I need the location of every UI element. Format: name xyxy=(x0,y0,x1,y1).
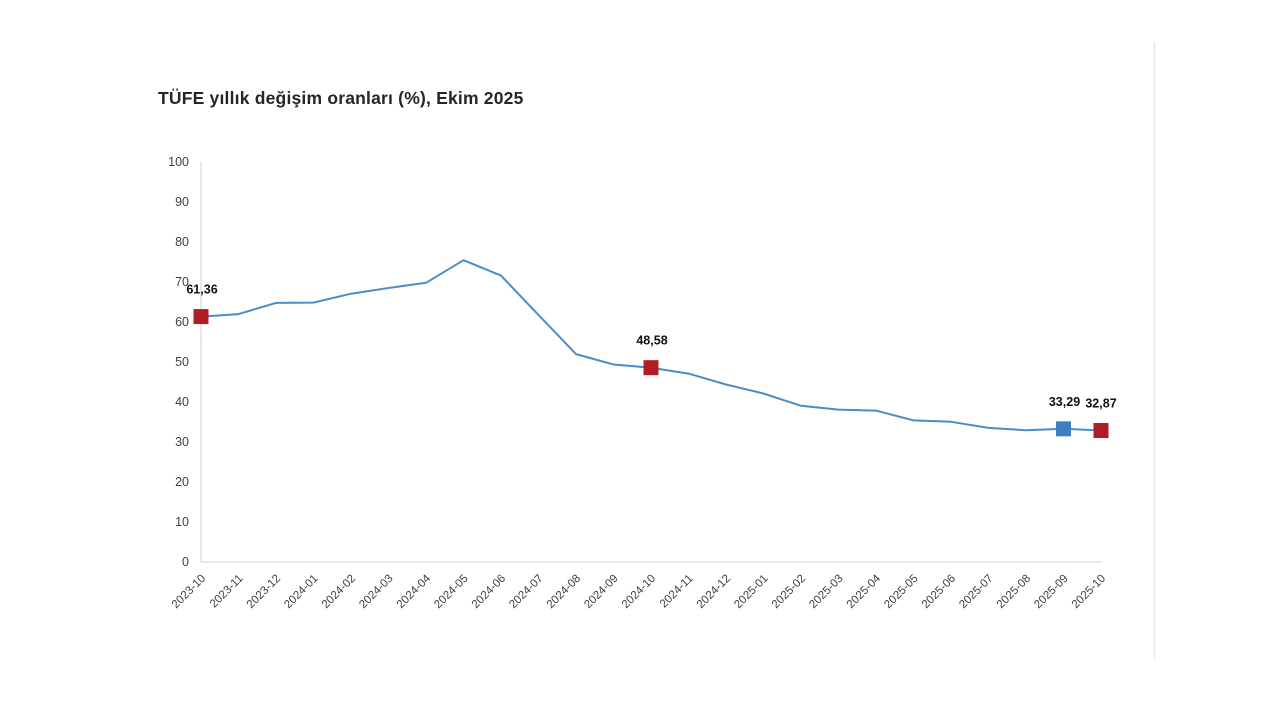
x-tick-label: 2024-03 xyxy=(357,573,395,611)
data-marker xyxy=(643,360,659,376)
data-label: 61,36 xyxy=(186,283,217,297)
x-tick-label: 2024-12 xyxy=(695,573,733,611)
x-tick-label: 2025-10 xyxy=(1070,573,1108,611)
y-tick-label: 10 xyxy=(175,515,189,529)
data-marker xyxy=(1056,421,1071,437)
y-tick-label: 80 xyxy=(175,235,189,249)
x-tick-label: 2025-07 xyxy=(957,573,995,611)
x-tick-label: 2024-06 xyxy=(470,573,508,611)
x-tick-label: 2024-09 xyxy=(582,573,620,611)
x-tick-label: 2025-02 xyxy=(770,573,808,611)
data-label: 33,29 xyxy=(1049,395,1080,409)
x-tick-label: 2025-03 xyxy=(807,573,845,611)
x-tick-label: 2023-11 xyxy=(208,573,246,611)
y-tick-label: 60 xyxy=(175,315,189,329)
x-tick-label: 2023-10 xyxy=(170,573,208,611)
x-tick-label: 2024-10 xyxy=(620,573,658,611)
y-tick-label: 20 xyxy=(175,475,189,489)
x-tick-label: 2025-01 xyxy=(732,573,770,611)
x-tick-label: 2025-04 xyxy=(845,572,884,611)
y-tick-label: 70 xyxy=(175,275,189,289)
data-label: 48,58 xyxy=(636,334,667,348)
y-tick-label: 0 xyxy=(182,555,189,569)
y-tick-label: 30 xyxy=(175,435,189,449)
x-tick-label: 2024-07 xyxy=(507,573,545,611)
chart-title: TÜFE yıllık değişim oranları (%), Ekim 2… xyxy=(158,88,524,108)
data-marker xyxy=(193,309,209,325)
y-tick-label: 50 xyxy=(175,355,189,369)
x-tick-label: 2024-11 xyxy=(658,573,696,611)
x-tick-label: 2025-06 xyxy=(920,573,958,611)
x-tick-label: 2024-01 xyxy=(282,573,320,611)
x-tick-label: 2024-02 xyxy=(320,573,358,611)
data-marker xyxy=(1093,423,1109,439)
x-tick-label: 2024-08 xyxy=(545,573,583,611)
x-tick-label: 2023-12 xyxy=(245,573,283,611)
y-tick-label: 40 xyxy=(175,395,189,409)
data-label: 32,87 xyxy=(1085,397,1116,411)
x-tick-label: 2025-05 xyxy=(882,573,920,611)
y-tick-label: 90 xyxy=(175,195,189,209)
x-tick-label: 2024-04 xyxy=(395,572,434,611)
x-tick-label: 2025-09 xyxy=(1032,573,1070,611)
x-tick-label: 2025-08 xyxy=(995,573,1033,611)
y-tick-label: 100 xyxy=(168,155,189,169)
x-tick-label: 2024-05 xyxy=(432,573,470,611)
